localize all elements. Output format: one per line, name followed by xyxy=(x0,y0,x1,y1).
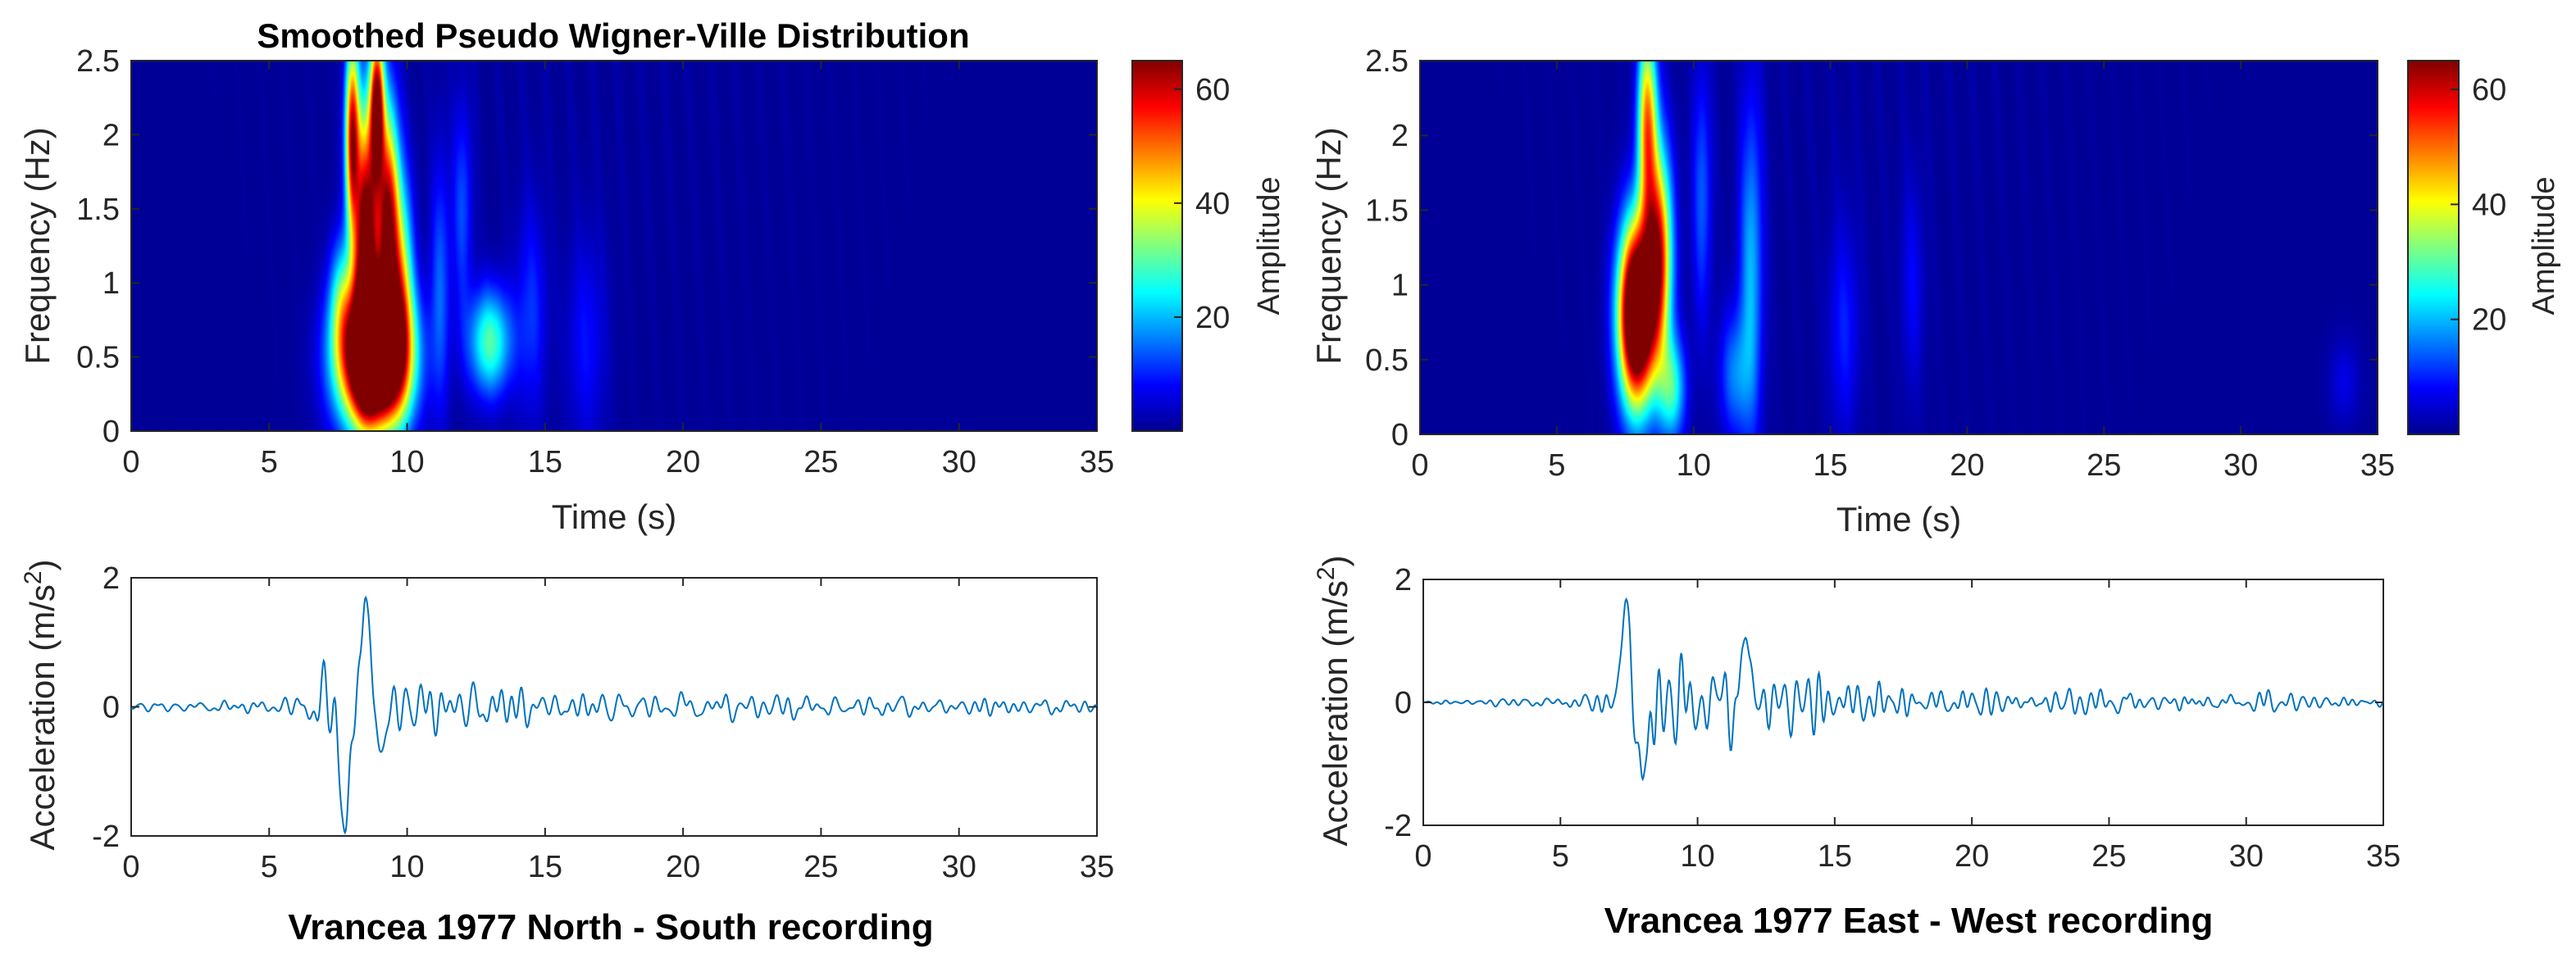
ns-spectrogram-xtick-label: 10 xyxy=(389,445,424,479)
ns-spectrogram-xtick-label: 30 xyxy=(942,445,976,479)
ns-spectrogram-xtick-label: 5 xyxy=(261,445,278,479)
ew-acceleration-panel: 0 5 10 15 20 25 30 35-202 Acceleration (m/s2) V… xyxy=(1313,555,2401,941)
ns-acceleration-panel: 0 5 10 15 20 25 30 35-202 Acceleration (m/s2) V… xyxy=(20,559,1114,947)
ns-colorbar-label: Amplitude xyxy=(1252,177,1286,316)
ew-spectrogram-ytick-label: 1 xyxy=(1391,269,1409,303)
ns-acceleration-xtick-label: 20 xyxy=(666,850,700,884)
ew-acceleration-xtick-label: 25 xyxy=(2091,839,2126,874)
ew-acceleration-ytick-label: 2 xyxy=(1395,563,1412,597)
ns-spectrogram-xtick-label: 25 xyxy=(803,445,838,479)
ns-acceleration-xtick-label: 0 xyxy=(122,850,139,884)
ns-acceleration-ytick-label: 2 xyxy=(102,561,120,596)
ew-acceleration-xtick-label: 5 xyxy=(1552,839,1569,874)
ew-spectrogram-heatmap xyxy=(1420,61,2378,434)
ew-acceleration-xtick-label: 35 xyxy=(2366,839,2401,874)
ew-colorbar-label: Amplitude xyxy=(2527,177,2561,316)
ns-spectrogram-ytick-label: 2.5 xyxy=(76,44,120,79)
ns-spectrogram-ytick-label: 2 xyxy=(102,118,120,152)
ns-spectrogram-ytick-label: 1 xyxy=(102,266,120,301)
ew-spectrogram-panel: 0 5 10 15 20 25 30 35 0 0.5 1 1.5 2 2.5 Time (s) Freq… xyxy=(1309,44,2395,538)
ns-spectrogram-ylabel: Frequency (Hz) xyxy=(18,127,57,364)
ew-spectrogram-xtick-label: 15 xyxy=(1813,448,1847,483)
ns-spectrogram-xtick-label: 35 xyxy=(1080,445,1114,479)
ew-spectrogram-xtick-label: 30 xyxy=(2223,448,2258,483)
ew-colorbar-tick-label: 40 xyxy=(2472,188,2506,222)
ew-spectrogram-ytick-label: 1.5 xyxy=(1365,193,1409,228)
ew-spectrogram-xtick-label: 10 xyxy=(1677,448,1711,483)
ew-acceleration-ytick-label: 0 xyxy=(1395,686,1412,720)
ew-spectrogram-xtick-label: 0 xyxy=(1411,448,1428,483)
ns-acceleration-ytick-label: -2 xyxy=(92,820,120,854)
ns-acceleration-series xyxy=(130,595,1098,835)
ns-acceleration-ylabel: Acceleration (m/s2) xyxy=(20,559,61,850)
ew-spectrogram-xlabel: Time (s) xyxy=(1836,500,1961,538)
ew-colorbar-tick-label: 20 xyxy=(2472,303,2506,338)
ns-colorbar-tick-label: 60 xyxy=(1195,73,1230,107)
ew-acceleration-ytick-label: -2 xyxy=(1384,809,1412,843)
ew-colorbar: 20 40 60 Amplitude xyxy=(2407,60,2561,435)
ns-acceleration-xtick-label: 10 xyxy=(389,850,424,884)
ns-spectrogram-frame xyxy=(130,60,1098,432)
ew-acceleration-xtick-label: 20 xyxy=(1955,839,1989,874)
ew-spectrogram-xtick-label: 20 xyxy=(1950,448,1984,483)
ns-spectrogram-panel: Smoothed Pseudo Wigner-Ville Distributio… xyxy=(18,16,1114,536)
ns-acceleration-xtick-label: 30 xyxy=(942,850,976,884)
ns-spectrogram-heatmap xyxy=(131,61,1097,431)
ns-colorbar-tick-label: 40 xyxy=(1195,187,1230,221)
ns-colorbar-tick-label: 20 xyxy=(1195,301,1230,335)
ns-spectrogram-ytick-label: 1.5 xyxy=(76,193,120,227)
ew-acceleration-ylabel: Acceleration (m/s2) xyxy=(1313,555,1354,846)
ew-acceleration-xtick-label: 15 xyxy=(1818,839,1852,874)
ns-acceleration-ytick-label: 0 xyxy=(102,691,120,725)
ew-acceleration-xtick-label: 30 xyxy=(2229,839,2264,874)
figure-title: Smoothed Pseudo Wigner-Ville Distributio… xyxy=(257,16,969,55)
ns-acceleration-xtick-label: 35 xyxy=(1080,850,1114,884)
ew-acceleration-series xyxy=(1422,597,2384,782)
ew-spectrogram-xtick-label: 35 xyxy=(2360,448,2395,483)
ew-spectrogram-ytick-label: 2.5 xyxy=(1365,44,1409,79)
ew-spectrogram-ylabel: Frequency (Hz) xyxy=(1309,127,1348,364)
ns-spectrogram-ytick-label: 0 xyxy=(102,415,120,449)
ew-colorbar-tick-label: 60 xyxy=(2472,73,2506,107)
ns-acceleration-xtick-label: 5 xyxy=(261,850,278,884)
ew-acceleration-xtick-label: 10 xyxy=(1680,839,1714,874)
ns-acceleration-xtick-label: 25 xyxy=(803,850,838,884)
ew-colorbar-bar xyxy=(2407,60,2460,435)
ns-spectrogram-xtick-label: 0 xyxy=(122,445,139,479)
ew-spectrogram-ytick-label: 0.5 xyxy=(1365,343,1409,378)
ew-spectrogram-xtick-label: 25 xyxy=(2087,448,2121,483)
ns-spectrogram-ytick-label: 0.5 xyxy=(76,341,120,375)
ns-spectrogram-xlabel: Time (s) xyxy=(552,497,676,536)
ew-acceleration-xtick-label: 0 xyxy=(1414,839,1431,874)
ns-acceleration-xtick-label: 15 xyxy=(528,850,562,884)
ew-spectrogram-ytick-label: 0 xyxy=(1391,418,1409,452)
ns-colorbar-bar xyxy=(1131,60,1183,432)
ew-recording-caption: Vrancea 1977 East - West recording xyxy=(1604,901,2214,941)
ew-spectrogram-ytick-label: 2 xyxy=(1391,119,1409,153)
ew-spectrogram-xtick-label: 5 xyxy=(1548,448,1565,483)
ew-spectrogram-frame xyxy=(1419,60,2378,435)
ew-acceleration-frame xyxy=(1422,579,2384,826)
ns-spectrogram-xtick-label: 15 xyxy=(528,445,562,479)
ns-spectrogram-xtick-label: 20 xyxy=(666,445,700,479)
ns-recording-caption: Vrancea 1977 North - South recording xyxy=(288,907,933,947)
ns-colorbar: 20 40 60 Amplitude xyxy=(1131,60,1286,432)
